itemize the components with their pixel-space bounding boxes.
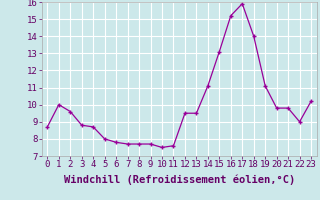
X-axis label: Windchill (Refroidissement éolien,°C): Windchill (Refroidissement éolien,°C)	[64, 175, 295, 185]
